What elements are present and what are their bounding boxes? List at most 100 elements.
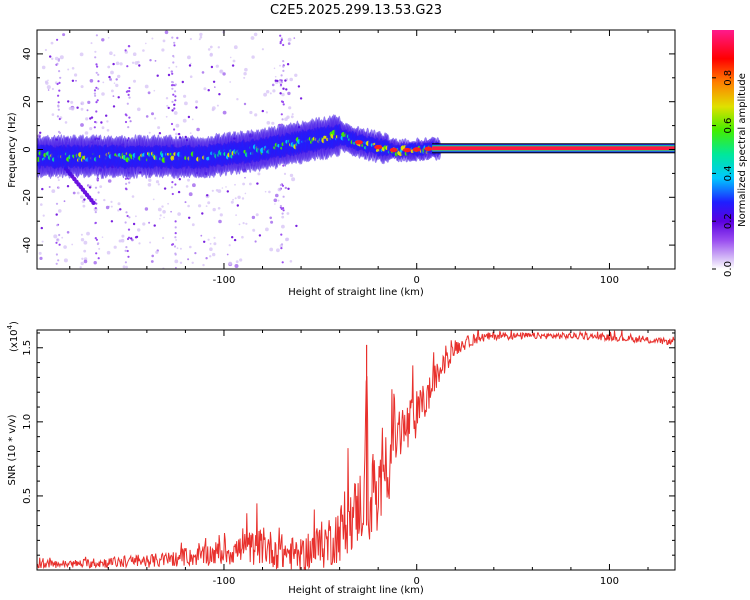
spectrogram-point — [189, 132, 192, 135]
spectrogram-point — [230, 200, 234, 204]
spectrogram-point — [131, 61, 135, 64]
spectrogram-point — [173, 245, 177, 248]
colorbar-tick-label: 0.8 — [723, 70, 734, 86]
spectrogram-point — [157, 183, 160, 186]
spectrogram-point — [284, 117, 288, 121]
spectrogram-point — [83, 198, 86, 201]
spectrogram-point — [201, 71, 205, 74]
spectrogram-point — [170, 210, 172, 213]
spectrogram-point — [94, 94, 97, 97]
spectrogram-point — [121, 234, 125, 238]
snr-panel: -100 0 100 0.5 1.0 1.5 Height of straight li… — [6, 321, 676, 596]
spectrogram-point — [127, 93, 130, 96]
spectrogram-point — [151, 37, 154, 40]
spectrogram-point — [95, 71, 98, 74]
spectrogram-point — [46, 85, 51, 90]
spectrogram-point — [269, 92, 272, 95]
spectrogram-point — [215, 189, 219, 192]
spectrogram-point — [271, 121, 275, 125]
snr-plot-area — [37, 330, 675, 570]
spectrogram-point — [87, 100, 91, 104]
spectrogram-point — [56, 38, 59, 41]
spectrogram-point — [254, 240, 257, 243]
spectrogram-point — [117, 74, 121, 79]
spectrogram-point — [234, 264, 239, 268]
spectrogram-point — [66, 231, 70, 234]
spectrogram-point — [238, 223, 241, 226]
spectrogram-point — [94, 56, 97, 59]
spectrogram-point — [98, 247, 101, 250]
spectrogram-point — [130, 237, 133, 240]
spectrogram-point — [291, 113, 294, 116]
snr-y-multiplier-close: ) — [9, 321, 20, 325]
snr-series-line — [37, 330, 675, 570]
spectrogram-point — [282, 195, 285, 198]
spectrogram-point — [175, 123, 180, 128]
spectrogram-point — [261, 109, 264, 113]
spectrogram-point — [56, 62, 59, 65]
spectrogram-point — [126, 102, 129, 105]
spectrogram-point — [279, 92, 282, 95]
spectrogram-point — [162, 39, 166, 43]
spectrogram-point — [174, 90, 177, 93]
spectrogram-point — [147, 91, 151, 95]
spectrogram-point — [131, 195, 135, 198]
spectrogram-point — [282, 60, 285, 63]
spectrogram-point — [145, 115, 149, 118]
spectrogram-point — [174, 95, 177, 98]
spectrogram-point — [282, 43, 285, 47]
spectrogram-point — [127, 255, 130, 258]
spectrogram-point — [191, 261, 194, 264]
spectrogram-point — [274, 203, 276, 205]
spectrogram-point — [280, 233, 283, 236]
spectrogram-point — [86, 109, 89, 112]
spectrogram-point — [56, 224, 59, 227]
spectrogram-point — [281, 215, 285, 219]
spectrogram-point — [244, 176, 246, 179]
spectrogram-point — [171, 243, 174, 246]
spectrogram-point — [93, 261, 97, 265]
spectrogram-point — [225, 186, 227, 188]
snr-x-ticks: -100 0 100 — [69, 330, 649, 587]
spectrogram-point — [187, 55, 191, 60]
spectrogram-point — [258, 234, 262, 237]
spectrogram-point — [200, 234, 203, 237]
snr-x-tick-label: 0 — [414, 576, 420, 587]
snr-frame — [36, 329, 676, 571]
spectrogram-point — [128, 216, 131, 219]
spectrogram-point — [171, 36, 174, 39]
spectrogram-point — [125, 265, 128, 269]
spectrogram-point — [245, 222, 248, 225]
spectrogram-point — [217, 207, 221, 210]
colorbar-tick-label: 0.6 — [723, 118, 734, 134]
spectrogram-point — [243, 76, 246, 79]
spectrogram-point — [113, 82, 116, 84]
spectrogram-point — [96, 179, 99, 182]
spectrogram-point — [226, 253, 229, 256]
spectrogram-point — [177, 212, 181, 216]
spectrogram-point — [241, 197, 245, 200]
spectrogram-point — [226, 190, 229, 193]
colorbar-tick-label: 0.2 — [723, 213, 734, 229]
spectrogram-point — [147, 183, 152, 187]
spectrogram-point — [154, 117, 157, 120]
spectrogram-point — [273, 67, 276, 70]
spectrogram-point — [273, 198, 278, 203]
spectrogram-point — [210, 65, 214, 69]
spectrogram-point — [57, 108, 60, 111]
spectrogram-point — [94, 211, 97, 214]
spectrogram-point — [280, 100, 284, 103]
spectrogram-point — [274, 75, 277, 78]
spectrogram-point — [265, 227, 269, 232]
spectrogram-point — [172, 93, 175, 96]
spectrogram-point — [154, 60, 157, 62]
spectrogram-point — [80, 101, 85, 106]
spectrogram-point — [144, 207, 149, 211]
spectrogram-point — [199, 35, 203, 39]
spectrogram-point — [110, 79, 113, 82]
spectrogram-point — [195, 106, 198, 109]
spectrogram-point — [243, 72, 247, 76]
spectrogram-point — [165, 115, 168, 118]
spectrogram-point — [76, 106, 79, 109]
spectrogram-point — [138, 64, 141, 67]
